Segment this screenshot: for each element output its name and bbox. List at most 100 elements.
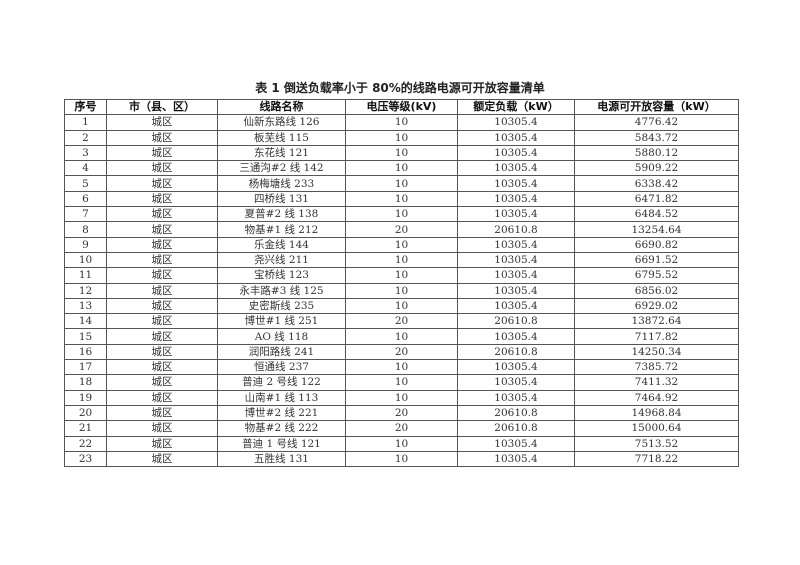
table-title: 表 1 倒送负载率小于 80%的线路电源可开放容量清单	[255, 81, 545, 95]
cell-district: 城区	[106, 297, 218, 315]
cell-line-name: 史密斯线 235	[217, 297, 346, 315]
cell-open-capacity: 14250.34	[574, 343, 739, 361]
cell-district: 城区	[106, 236, 218, 253]
cell-open-capacity: 6929.02	[574, 297, 739, 315]
cell-open-capacity: 7464.92	[574, 389, 739, 406]
cell-voltage: 10	[345, 114, 458, 131]
table-row: 16 城区 润阳路线 241 20 20610.8 14250.34	[64, 343, 739, 361]
cell-district: 城区	[106, 144, 218, 162]
cell-voltage: 20	[345, 343, 458, 361]
cell-district: 城区	[106, 129, 218, 146]
cell-rated-load: 10305.4	[457, 267, 575, 284]
table-row: 6 城区 四桥线 131 10 10305.4 6471.82	[64, 190, 739, 208]
cell-index: 6	[64, 190, 107, 208]
cell-open-capacity: 14968.84	[574, 404, 739, 422]
cell-line-name: 博世#1 线 251	[217, 313, 346, 330]
cell-index: 5	[64, 175, 107, 192]
cell-rated-load: 10305.4	[457, 160, 575, 177]
cell-index: 18	[64, 374, 107, 391]
cell-index: 9	[64, 236, 107, 253]
cell-line-name: AO 线 118	[217, 328, 346, 345]
cell-rated-load: 10305.4	[457, 450, 575, 468]
cell-open-capacity: 7385.72	[574, 359, 739, 376]
cell-index: 16	[64, 343, 107, 361]
cell-line-name: 永丰路#3 线 125	[217, 282, 346, 299]
cell-voltage: 20	[345, 221, 458, 238]
cell-voltage: 10	[345, 359, 458, 376]
header-rated-load: 额定负载（kW）	[457, 98, 575, 116]
cell-voltage: 20	[345, 404, 458, 422]
cell-rated-load: 10305.4	[457, 144, 575, 162]
cell-index: 17	[64, 359, 107, 376]
cell-district: 城区	[106, 251, 218, 269]
cell-rated-load: 10305.4	[457, 114, 575, 131]
table-row: 18 城区 普迪 2 号线 122 10 10305.4 7411.32	[64, 374, 739, 391]
cell-district: 城区	[106, 190, 218, 208]
table-row: 3 城区 东花线 121 10 10305.4 5880.12	[64, 144, 739, 162]
cell-line-name: 乐金线 144	[217, 236, 346, 253]
cell-open-capacity: 7513.52	[574, 435, 739, 452]
header-line-name: 线路名称	[217, 98, 346, 116]
header-index: 序号	[64, 98, 107, 116]
cell-open-capacity: 7411.32	[574, 374, 739, 391]
cell-district: 城区	[106, 160, 218, 177]
cell-open-capacity: 6471.82	[574, 190, 739, 208]
cell-index: 13	[64, 297, 107, 315]
table-row: 22 城区 普迪 1 号线 121 10 10305.4 7513.52	[64, 435, 739, 452]
cell-rated-load: 20610.8	[457, 420, 575, 437]
cell-voltage: 10	[345, 282, 458, 299]
cell-voltage: 10	[345, 374, 458, 391]
cell-voltage: 10	[345, 160, 458, 177]
cell-line-name: 板芜线 115	[217, 129, 346, 146]
cell-open-capacity: 6856.02	[574, 282, 739, 299]
cell-line-name: 普迪 2 号线 122	[217, 374, 346, 391]
cell-district: 城区	[106, 328, 218, 345]
cell-district: 城区	[106, 420, 218, 437]
cell-district: 城区	[106, 114, 218, 131]
cell-index: 19	[64, 389, 107, 406]
cell-line-name: 杨梅塘线 233	[217, 175, 346, 192]
cell-line-name: 物基#1 线 212	[217, 221, 346, 238]
cell-index: 8	[64, 221, 107, 238]
cell-index: 12	[64, 282, 107, 299]
cell-open-capacity: 6795.52	[574, 267, 739, 284]
cell-rated-load: 10305.4	[457, 251, 575, 269]
table-row: 7 城区 夏普#2 线 138 10 10305.4 6484.52	[64, 206, 739, 223]
cell-district: 城区	[106, 404, 218, 422]
cell-index: 15	[64, 328, 107, 345]
cell-index: 20	[64, 404, 107, 422]
table-header-row: 序号 市（县、区） 线路名称 电压等级(kV) 额定负载（kW） 电源可开放容量…	[64, 98, 739, 116]
capacity-table: 序号 市（县、区） 线路名称 电压等级(kV) 额定负载（kW） 电源可开放容量…	[64, 98, 739, 468]
cell-line-name: 四桥线 131	[217, 190, 346, 208]
table-row: 21 城区 物基#2 线 222 20 20610.8 15000.64	[64, 420, 739, 437]
cell-rated-load: 10305.4	[457, 282, 575, 299]
cell-district: 城区	[106, 359, 218, 376]
cell-district: 城区	[106, 206, 218, 223]
cell-voltage: 10	[345, 267, 458, 284]
cell-rated-load: 10305.4	[457, 328, 575, 345]
cell-line-name: 物基#2 线 222	[217, 420, 346, 437]
table-row: 15 城区 AO 线 118 10 10305.4 7117.82	[64, 328, 739, 345]
cell-index: 10	[64, 251, 107, 269]
table-row: 23 城区 五胜线 131 10 10305.4 7718.22	[64, 450, 739, 468]
cell-line-name: 三通沟#2 线 142	[217, 160, 346, 177]
cell-index: 23	[64, 450, 107, 468]
cell-line-name: 恒通线 237	[217, 359, 346, 376]
cell-voltage: 10	[345, 175, 458, 192]
cell-line-name: 仙新东路线 126	[217, 114, 346, 131]
cell-voltage: 10	[345, 236, 458, 253]
cell-rated-load: 20610.8	[457, 313, 575, 330]
cell-line-name: 尧兴线 211	[217, 251, 346, 269]
cell-open-capacity: 7117.82	[574, 328, 739, 345]
table-row: 8 城区 物基#1 线 212 20 20610.8 13254.64	[64, 221, 739, 238]
cell-voltage: 10	[345, 297, 458, 315]
table-row: 12 城区 永丰路#3 线 125 10 10305.4 6856.02	[64, 282, 739, 299]
header-district: 市（县、区）	[106, 98, 218, 116]
cell-voltage: 10	[345, 328, 458, 345]
cell-rated-load: 20610.8	[457, 404, 575, 422]
cell-line-name: 东花线 121	[217, 144, 346, 162]
cell-district: 城区	[106, 435, 218, 452]
cell-district: 城区	[106, 175, 218, 192]
cell-open-capacity: 5880.12	[574, 144, 739, 162]
cell-district: 城区	[106, 282, 218, 299]
